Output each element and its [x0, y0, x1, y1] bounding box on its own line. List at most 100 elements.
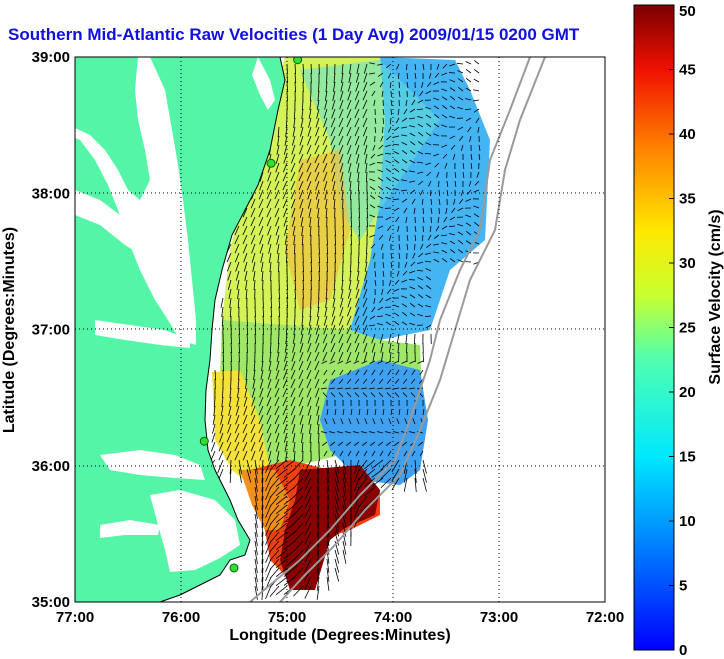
velocity-arrow — [266, 198, 272, 209]
velocity-arrow — [286, 297, 289, 309]
plot-frame — [74, 56, 606, 603]
velocity-arrow — [357, 261, 360, 272]
velocity-arrow — [428, 72, 432, 79]
velocity-arrow — [250, 432, 256, 443]
velocity-arrow — [331, 450, 336, 457]
velocity-arrow — [355, 450, 360, 457]
velocity-arrow — [330, 117, 336, 128]
velocity-arrow — [422, 409, 425, 416]
velocity-arrow — [269, 261, 272, 272]
velocity-arrow — [283, 477, 296, 487]
velocity-arrow — [331, 369, 336, 376]
velocity-arrow — [254, 513, 258, 528]
velocity-arrow — [424, 315, 432, 318]
velocity-arrow — [230, 351, 233, 363]
velocity-arrow — [393, 135, 400, 138]
velocity-arrow — [393, 312, 400, 317]
james-river — [95, 320, 190, 348]
velocity-arrow — [449, 216, 456, 221]
velocity-arrow — [411, 99, 416, 106]
velocity-arrow — [307, 333, 312, 344]
velocity-arrow — [227, 279, 232, 290]
velocity-arrow — [341, 270, 344, 282]
velocity-arrow — [341, 72, 344, 83]
velocity-arrow — [425, 324, 432, 329]
velocity-arrow — [323, 108, 328, 119]
velocity-arrow — [346, 108, 352, 119]
velocity-arrow — [275, 441, 280, 452]
velocity-arrow — [307, 198, 312, 209]
velocity-arrow — [315, 324, 320, 335]
velocity-arrow — [342, 522, 347, 537]
velocity-arrow — [346, 333, 352, 344]
velocity-arrow — [294, 63, 297, 75]
velocity-arrow — [347, 81, 352, 92]
velocity-arrow — [237, 378, 240, 389]
velocity-arrow — [332, 189, 336, 200]
velocity-arrow — [334, 243, 337, 255]
velocity-arrow — [393, 207, 400, 212]
velocity-arrow — [417, 161, 424, 164]
velocity-arrow — [413, 90, 416, 97]
velocity-arrow — [310, 261, 313, 273]
velocity-arrow — [465, 240, 472, 245]
velocity-arrow — [316, 504, 320, 519]
velocity-arrow — [401, 117, 408, 122]
velocity-arrow — [354, 324, 360, 335]
velocity-arrow — [250, 441, 256, 452]
velocity-arrow — [347, 153, 352, 164]
velocity-arrow — [275, 486, 288, 497]
velocity-arrow — [435, 225, 440, 232]
velocity-arrow — [258, 198, 264, 209]
velocity-arrow — [409, 322, 416, 326]
velocity-arrow — [269, 531, 280, 543]
velocity-arrow — [284, 225, 288, 236]
velocity-arrow — [316, 99, 320, 110]
velocity-arrow — [316, 486, 320, 501]
velocity-arrow — [381, 288, 384, 295]
velocity-arrow — [293, 486, 304, 498]
velocity-arrow — [441, 144, 448, 148]
velocity-arrow — [227, 423, 232, 434]
velocity-arrow — [417, 99, 424, 104]
velocity-arrow — [355, 369, 360, 376]
velocity-arrow — [421, 198, 424, 205]
velocity-arrow — [326, 495, 330, 510]
velocity-arrow — [282, 198, 288, 209]
velocity-arrow — [333, 72, 336, 83]
velocity-arrow — [290, 180, 296, 191]
velocity-arrow — [346, 117, 352, 128]
velocity-arrow — [419, 369, 424, 376]
velocity-arrow — [338, 333, 344, 344]
velocity-arrow — [293, 558, 304, 570]
velocity-arrow — [316, 108, 320, 119]
velocity-arrow — [387, 369, 392, 376]
velocity-arrow — [304, 549, 312, 563]
velocity-arrow — [406, 409, 409, 416]
velocity-arrow — [334, 477, 340, 492]
velocity-arrow — [250, 225, 256, 236]
velocity-arrow — [238, 324, 240, 336]
velocity-arrow — [298, 369, 304, 380]
velocity-arrow — [369, 214, 376, 218]
velocity-arrow — [245, 288, 248, 299]
velocity-arrow — [401, 360, 408, 364]
colorbar-tick-label: 10 — [679, 513, 696, 530]
velocity-arrow — [465, 198, 472, 202]
velocity-arrow — [385, 160, 392, 164]
velocity-arrow — [277, 252, 280, 263]
velocity-arrow — [298, 387, 304, 398]
velocity-arrow — [429, 189, 432, 197]
velocity-arrow — [401, 168, 408, 173]
velocity-arrow — [234, 441, 240, 452]
velocity-arrow — [331, 171, 336, 182]
velocity-arrow — [323, 171, 328, 182]
velocity-arrow — [350, 234, 352, 246]
delaware-bay — [252, 57, 275, 110]
velocity-arrow — [330, 392, 336, 398]
velocity-arrow — [314, 144, 320, 155]
velocity-arrow — [456, 62, 464, 65]
velocity-arrow — [411, 198, 416, 205]
field-inshore-south — [212, 370, 270, 485]
velocity-arrow — [326, 486, 330, 501]
